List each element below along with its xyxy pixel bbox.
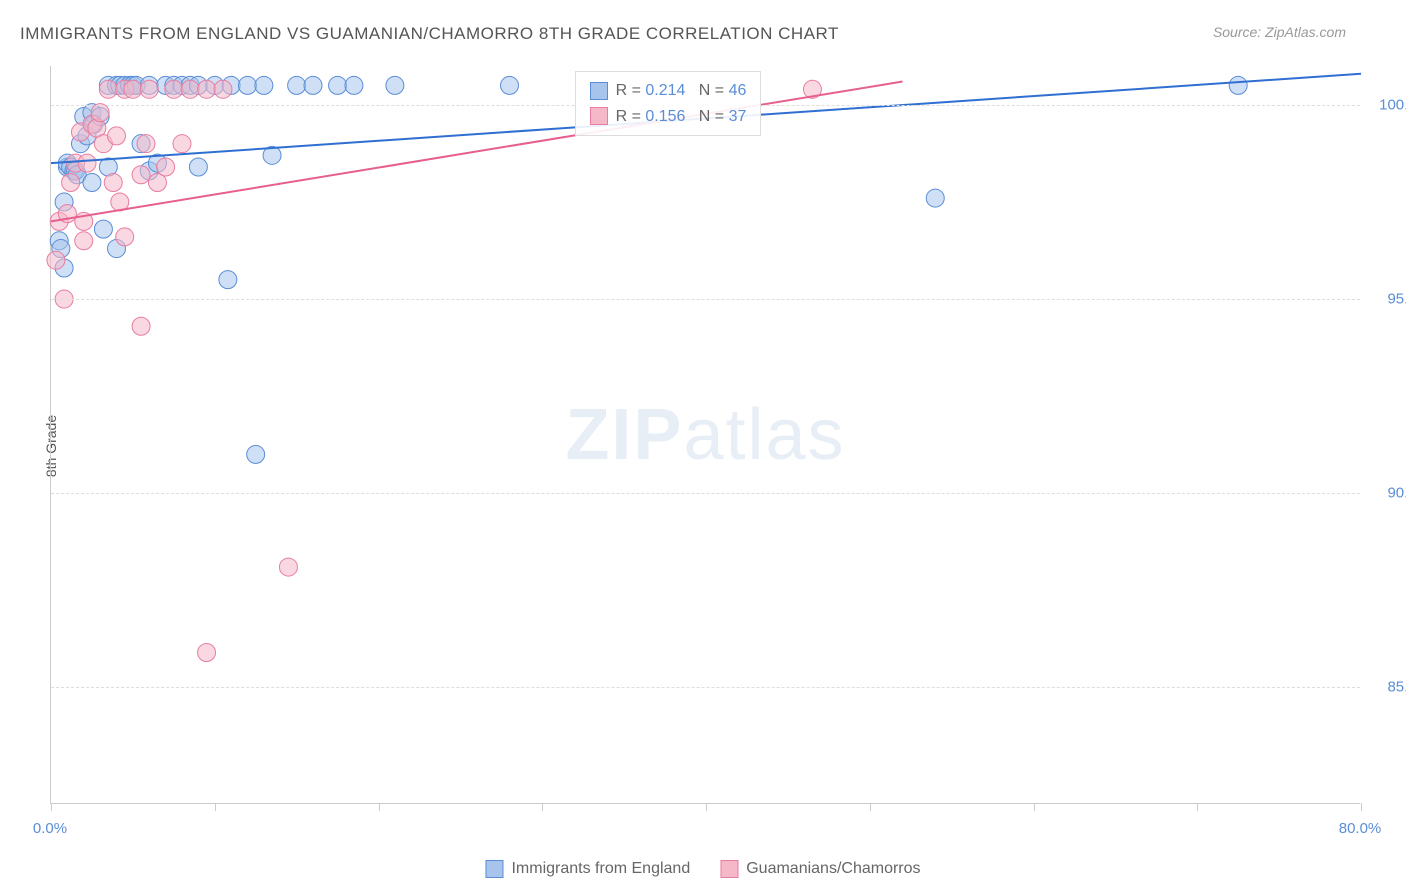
data-point: [345, 76, 363, 94]
chart-legend: Immigrants from England Guamanians/Chamor…: [485, 860, 920, 878]
x-tick: [51, 803, 52, 811]
data-point: [1229, 76, 1247, 94]
data-point: [83, 174, 101, 192]
stat-swatch: [590, 107, 608, 125]
x-tick: [542, 803, 543, 811]
data-point: [91, 104, 109, 122]
data-point: [104, 174, 122, 192]
gridline: [51, 493, 1360, 494]
data-point: [288, 76, 306, 94]
data-point: [189, 158, 207, 176]
data-point: [304, 76, 322, 94]
data-point: [157, 158, 175, 176]
data-point: [239, 76, 257, 94]
stat-swatch: [590, 82, 608, 100]
legend-swatch: [720, 860, 738, 878]
data-point: [279, 558, 297, 576]
x-tick: [379, 803, 380, 811]
x-tick-label-min: 0.0%: [33, 820, 67, 837]
x-tick: [706, 803, 707, 811]
data-point: [47, 251, 65, 269]
stat-row: R = 0.156 N = 37: [590, 104, 747, 130]
r-value: 0.156: [645, 108, 685, 125]
legend-label: Immigrants from England: [511, 860, 690, 878]
data-point: [255, 76, 273, 94]
chart-plot-area: ZIPatlas 85.0%90.0%95.0%100.0%R = 0.214 …: [50, 66, 1360, 804]
data-point: [219, 271, 237, 289]
r-value: 0.214: [645, 82, 685, 99]
x-tick: [1197, 803, 1198, 811]
correlation-stats-box: R = 0.214 N = 46R = 0.156 N = 37: [575, 71, 762, 136]
data-point: [124, 80, 142, 98]
data-point: [132, 317, 150, 335]
data-point: [94, 220, 112, 238]
data-point: [140, 80, 158, 98]
x-tick: [215, 803, 216, 811]
x-tick: [870, 803, 871, 811]
data-point: [78, 154, 96, 172]
data-point: [62, 174, 80, 192]
data-point: [329, 76, 347, 94]
gridline: [51, 687, 1360, 688]
legend-item: Guamanians/Chamorros: [720, 860, 920, 878]
y-tick-label: 85.0%: [1387, 679, 1406, 696]
n-value: 46: [729, 82, 747, 99]
chart-title: IMMIGRANTS FROM ENGLAND VS GUAMANIAN/CHA…: [20, 24, 839, 44]
y-tick-label: 95.0%: [1387, 291, 1406, 308]
x-tick: [1361, 803, 1362, 811]
data-point: [386, 76, 404, 94]
scatter-plot-svg: [51, 66, 1360, 803]
data-point: [173, 135, 191, 153]
y-tick-label: 90.0%: [1387, 485, 1406, 502]
data-point: [247, 445, 265, 463]
data-point: [75, 232, 93, 250]
data-point: [99, 80, 117, 98]
data-point: [501, 76, 519, 94]
y-tick-label: 100.0%: [1379, 96, 1406, 113]
stat-row: R = 0.214 N = 46: [590, 78, 747, 104]
gridline: [51, 299, 1360, 300]
data-point: [214, 80, 232, 98]
data-point: [132, 166, 150, 184]
data-point: [108, 127, 126, 145]
source-attribution: Source: ZipAtlas.com: [1213, 24, 1346, 40]
x-tick: [1034, 803, 1035, 811]
data-point: [165, 80, 183, 98]
data-point: [198, 644, 216, 662]
n-value: 37: [729, 108, 747, 125]
legend-item: Immigrants from England: [485, 860, 690, 878]
legend-label: Guamanians/Chamorros: [746, 860, 920, 878]
data-point: [181, 80, 199, 98]
legend-swatch: [485, 860, 503, 878]
data-point: [926, 189, 944, 207]
data-point: [198, 80, 216, 98]
data-point: [137, 135, 155, 153]
x-tick-label-max: 80.0%: [1339, 820, 1382, 837]
data-point: [116, 228, 134, 246]
